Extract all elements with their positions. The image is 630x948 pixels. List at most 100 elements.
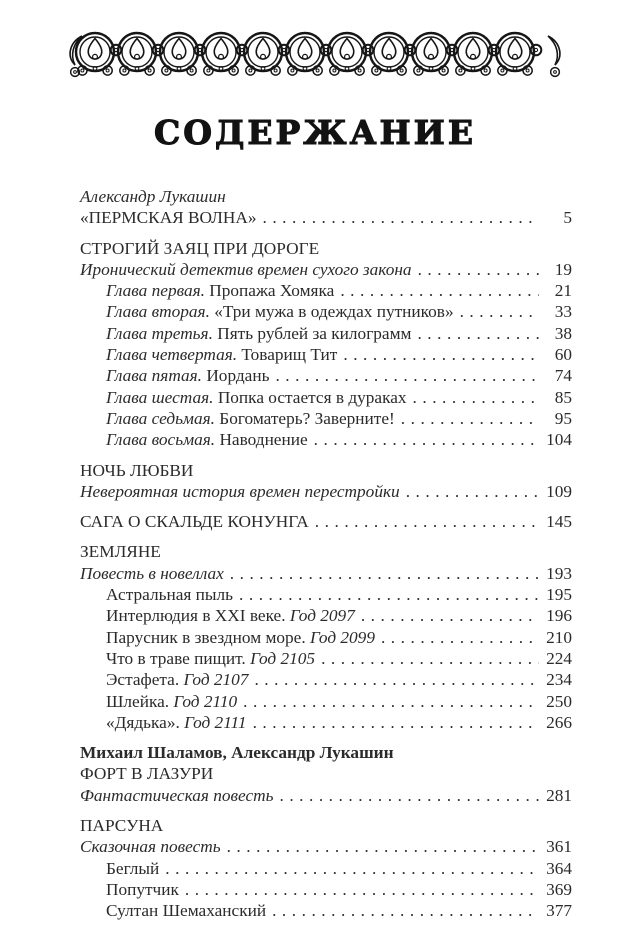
toc-row: Глава восьмая. Наводнение 104 (80, 429, 572, 450)
dot-leader (247, 712, 539, 733)
toc-row: Эстафета. Год 2107 234 (80, 669, 572, 690)
page-number: 196 (546, 606, 572, 626)
toc-entry-label: Глава пятая. Иордань (106, 366, 270, 386)
toc-row: СТРОГИЙ ЗАЯЦ ПРИ ДОРОГЕ (80, 238, 572, 259)
toc-entry-label: Астральная пыль (106, 585, 234, 605)
dot-leader (309, 511, 539, 532)
dot-leader (407, 387, 539, 408)
toc-row: ЗЕМЛЯНЕ (80, 541, 572, 562)
toc-row: Повесть в новеллах 193 (80, 563, 572, 584)
dot-leader (266, 900, 539, 921)
dot-leader (233, 584, 539, 605)
toc-entry-label: Шлейка. Год 2110 (106, 691, 238, 711)
page-number: 250 (546, 691, 572, 711)
toc-entry-label: Глава первая. Пропажа Хомяка (106, 281, 335, 301)
toc-entry-label: «ПЕРМСКАЯ ВОЛНА» (80, 208, 257, 228)
toc-row: Глава седьмая. Богоматерь? Заверните! 95 (80, 408, 572, 429)
dot-leader (269, 365, 539, 386)
dot-leader (315, 648, 539, 669)
toc-entry-label: Парусник в звездном море. Год 2099 (106, 627, 375, 647)
dot-leader (221, 836, 539, 857)
toc-row: Что в траве пищит. Год 2105 224 (80, 648, 572, 669)
arch-scroll-border-icon (69, 31, 561, 78)
toc-row: Глава первая. Пропажа Хомяка 21 (80, 280, 572, 301)
toc-row: Невероятная история времен перестройки 10… (80, 481, 572, 502)
toc-entry-label: Повесть в новеллах (80, 563, 224, 583)
toc-group: Михаил Шаламов, Александр Лукашин ФОРТ В … (80, 742, 572, 806)
toc-entry-label: Фантастическая повесть (80, 785, 274, 805)
toc-entry-label: Иронический детектив времен сухого закон… (80, 259, 412, 279)
dot-leader (411, 323, 539, 344)
page-number: 361 (546, 837, 572, 857)
toc-row: Астральная пыль 195 (80, 584, 572, 605)
dot-leader (400, 481, 539, 502)
page-number: 377 (546, 901, 572, 921)
toc-row: «ПЕРМСКАЯ ВОЛНА» 5 (80, 207, 572, 228)
toc-entry-label: «Дядька». Год 2111 (106, 712, 247, 732)
toc-entry-label: САГА О СКАЛЬДЕ КОНУНГА (80, 512, 309, 532)
toc-row: Иронический детектив времен сухого закон… (80, 259, 572, 280)
page-number: 145 (546, 512, 572, 532)
toc-row: Глава шестая. Попка остается в дураках 85 (80, 387, 572, 408)
dot-leader (159, 858, 539, 879)
page-number: 95 (554, 408, 572, 428)
page-number: 193 (546, 563, 572, 583)
dot-leader (337, 344, 539, 365)
dot-leader (179, 879, 539, 900)
dot-leader (224, 563, 539, 584)
toc-row: «Дядька». Год 2111 266 (80, 712, 572, 733)
page-number: 364 (546, 858, 572, 878)
ornament-border (0, 26, 630, 85)
toc-entry-label: ЗЕМЛЯНЕ (80, 542, 161, 562)
toc-row: САГА О СКАЛЬДЕ КОНУНГА 145 (80, 511, 572, 532)
toc-entry-label: Глава седьмая. Богоматерь? Заверните! (106, 408, 395, 428)
toc-row: Фантастическая повесть 281 (80, 785, 572, 806)
toc-row: Парусник в звездном море. Год 2099 210 (80, 627, 572, 648)
toc-entry-label: Попутчик (106, 879, 179, 899)
toc-entry-label: ПАРСУНА (80, 816, 164, 836)
toc-entry-label: Невероятная история времен перестройки (80, 481, 400, 501)
toc-row: Беглый 364 (80, 858, 572, 879)
toc-entry-label: Интерлюдия в XXI веке. Год 2097 (106, 606, 355, 626)
dot-leader (355, 605, 539, 626)
toc-entry-label: Глава четвертая. Товарищ Тит (106, 345, 338, 365)
dot-leader (248, 669, 539, 690)
toc-group: СТРОГИЙ ЗАЯЦ ПРИ ДОРОГЕ Иронический детек… (80, 238, 572, 451)
dot-leader (412, 259, 539, 280)
page-number: 60 (554, 345, 572, 365)
toc-row: Глава вторая. «Три мужа в одеждах путник… (80, 301, 572, 322)
dot-leader (308, 429, 539, 450)
page-number: 210 (546, 627, 572, 647)
toc-group: САГА О СКАЛЬДЕ КОНУНГА 145 (80, 511, 572, 532)
page-number: 224 (546, 648, 572, 668)
page-number: 109 (546, 481, 572, 501)
toc-entry-label: Глава восьмая. Наводнение (106, 430, 308, 450)
toc-row: ФОРТ В ЛАЗУРИ (80, 763, 572, 784)
toc-entry-label: Александр Лукашин (80, 187, 226, 206)
toc-entry-label: Эстафета. Год 2107 (106, 670, 249, 690)
toc-row: Шлейка. Год 2110 250 (80, 691, 572, 712)
toc-group: Александр Лукашин «ПЕРМСКАЯ ВОЛНА» 5 (80, 186, 572, 229)
dot-leader (375, 627, 539, 648)
page-number: 369 (546, 879, 572, 899)
toc-entry-label: Что в траве пищит. Год 2105 (106, 648, 316, 668)
toc-entry-label: Султан Шемаханский (106, 901, 267, 921)
page-number: 5 (563, 208, 572, 228)
toc-row: НОЧЬ ЛЮБВИ (80, 460, 572, 481)
page-number: 74 (554, 366, 572, 386)
page-title: СОДЕРЖАНИЕ (153, 112, 476, 152)
page-number: 33 (554, 302, 572, 322)
page-number: 38 (554, 323, 572, 343)
dot-leader (395, 408, 539, 429)
toc-row: Михаил Шаламов, Александр Лукашин (80, 742, 572, 763)
dot-leader (237, 691, 539, 712)
page-number: 281 (546, 785, 572, 805)
toc-row: Султан Шемаханский 377 (80, 900, 572, 921)
toc-entry-label: Глава шестая. Попка остается в дураках (106, 387, 407, 407)
toc-entry-label: Глава вторая. «Три мужа в одеждах путник… (106, 302, 454, 322)
toc-entry-label: Михаил Шаламов, Александр Лукашин (80, 743, 394, 763)
dot-leader (273, 785, 539, 806)
